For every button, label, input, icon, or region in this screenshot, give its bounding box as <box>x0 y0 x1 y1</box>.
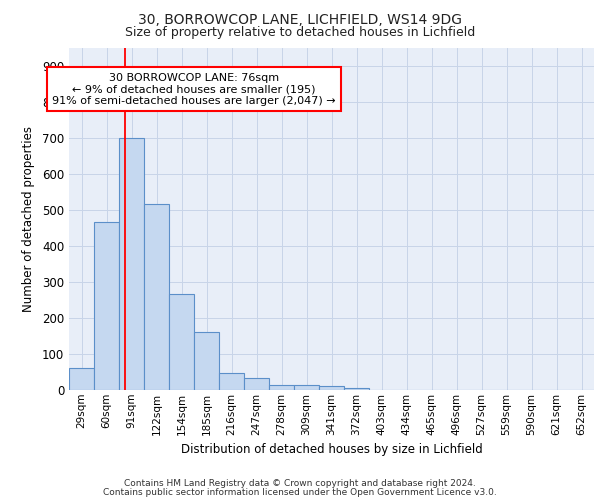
Bar <box>194 332 219 390</box>
Bar <box>344 388 369 390</box>
Bar <box>244 378 269 390</box>
Bar <box>69 368 94 390</box>
Bar <box>169 294 194 390</box>
Bar <box>319 386 344 390</box>
Bar <box>94 222 119 390</box>
Text: Contains HM Land Registry data © Crown copyright and database right 2024.: Contains HM Land Registry data © Crown c… <box>124 478 476 488</box>
Text: Size of property relative to detached houses in Lichfield: Size of property relative to detached ho… <box>125 26 475 39</box>
Bar <box>119 138 144 390</box>
Text: Contains public sector information licensed under the Open Government Licence v3: Contains public sector information licen… <box>103 488 497 497</box>
Bar <box>269 384 294 390</box>
Bar <box>294 384 319 390</box>
Y-axis label: Number of detached properties: Number of detached properties <box>22 126 35 312</box>
X-axis label: Distribution of detached houses by size in Lichfield: Distribution of detached houses by size … <box>181 443 482 456</box>
Bar <box>144 204 169 390</box>
Text: 30, BORROWCOP LANE, LICHFIELD, WS14 9DG: 30, BORROWCOP LANE, LICHFIELD, WS14 9DG <box>138 12 462 26</box>
Bar <box>219 373 244 390</box>
Text: 30 BORROWCOP LANE: 76sqm
← 9% of detached houses are smaller (195)
91% of semi-d: 30 BORROWCOP LANE: 76sqm ← 9% of detache… <box>52 72 336 106</box>
